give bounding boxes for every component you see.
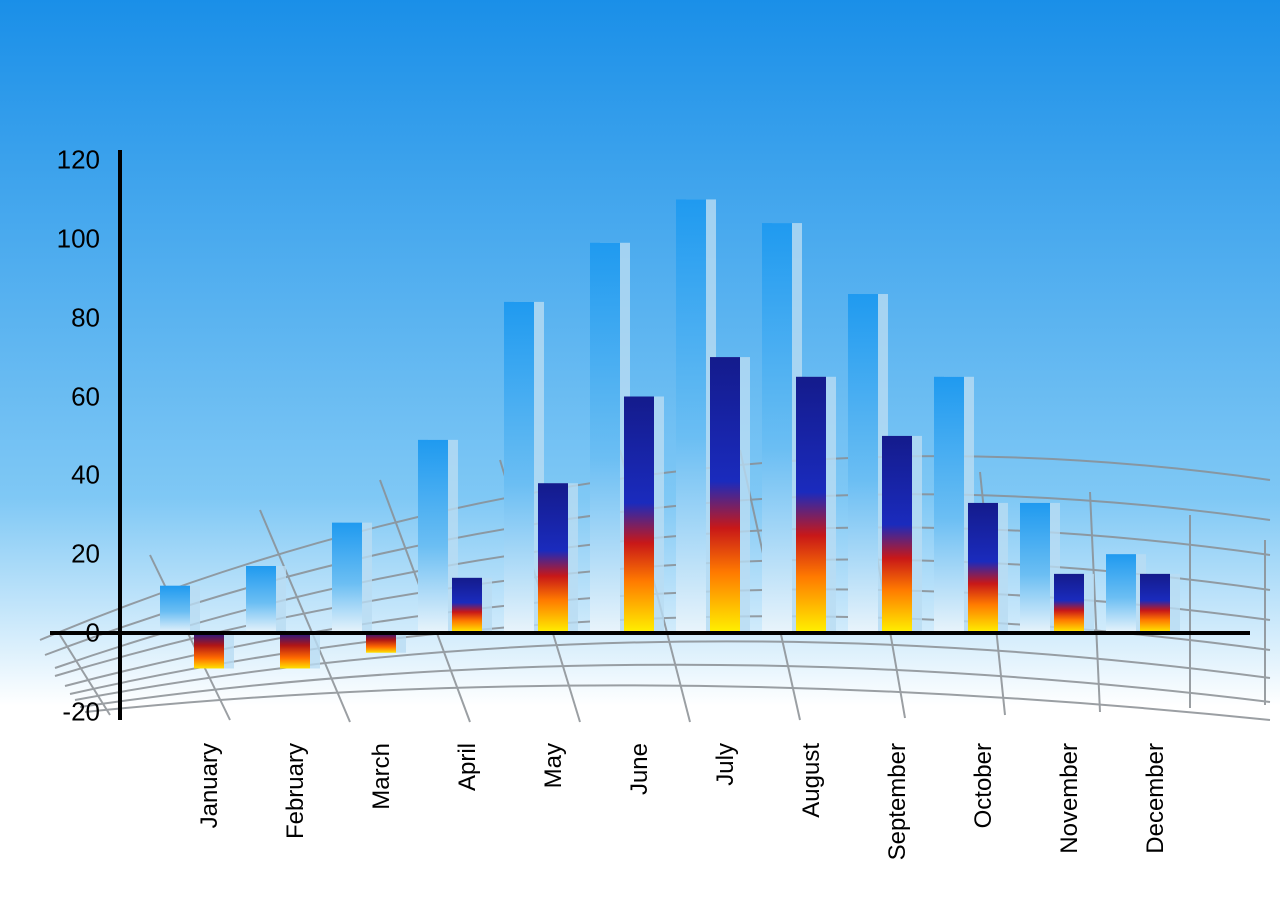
x-tick-label: June bbox=[626, 743, 654, 795]
bar-series-b bbox=[882, 436, 912, 633]
bar-series-b bbox=[280, 633, 310, 668]
bar-series-b bbox=[1054, 574, 1084, 633]
bar-series-b bbox=[624, 397, 654, 634]
bar-series-b bbox=[968, 503, 998, 633]
bar-series-b bbox=[452, 578, 482, 633]
bar-series-a bbox=[332, 523, 362, 633]
x-tick-label: February bbox=[282, 743, 310, 839]
x-tick-label: November bbox=[1056, 743, 1084, 854]
bar-series-a bbox=[246, 566, 276, 633]
x-tick-label: March bbox=[368, 743, 396, 810]
bar-series-a bbox=[848, 294, 878, 633]
bar-series-b bbox=[194, 633, 224, 668]
bar-series-a bbox=[1106, 554, 1136, 633]
x-tick-label: October bbox=[970, 743, 998, 828]
x-tick-label: September bbox=[884, 743, 912, 860]
x-tick-label: May bbox=[540, 743, 568, 788]
bar-series-b bbox=[366, 633, 396, 653]
bar-series-b bbox=[710, 357, 740, 633]
x-tick-label: January bbox=[196, 743, 224, 828]
bar-series-a bbox=[160, 586, 190, 633]
bar-series-a bbox=[1020, 503, 1050, 633]
x-tick-label: August bbox=[798, 743, 826, 818]
bar-series-a bbox=[418, 440, 448, 633]
bar-series-b bbox=[1140, 574, 1170, 633]
bar-series-a bbox=[934, 377, 964, 633]
x-tick-label: July bbox=[712, 743, 740, 786]
bar-series-b bbox=[538, 483, 568, 633]
x-tick-label: December bbox=[1142, 743, 1170, 854]
chart-canvas: -20020406080100120 JanuaryFebruaryMarchA… bbox=[0, 0, 1280, 905]
bar-series-a bbox=[762, 223, 792, 633]
bar-series-b bbox=[796, 377, 826, 633]
bar-series-a bbox=[676, 199, 706, 633]
bar-series-a bbox=[590, 243, 620, 633]
x-tick-label: April bbox=[454, 743, 482, 791]
bar-series-a bbox=[504, 302, 534, 633]
